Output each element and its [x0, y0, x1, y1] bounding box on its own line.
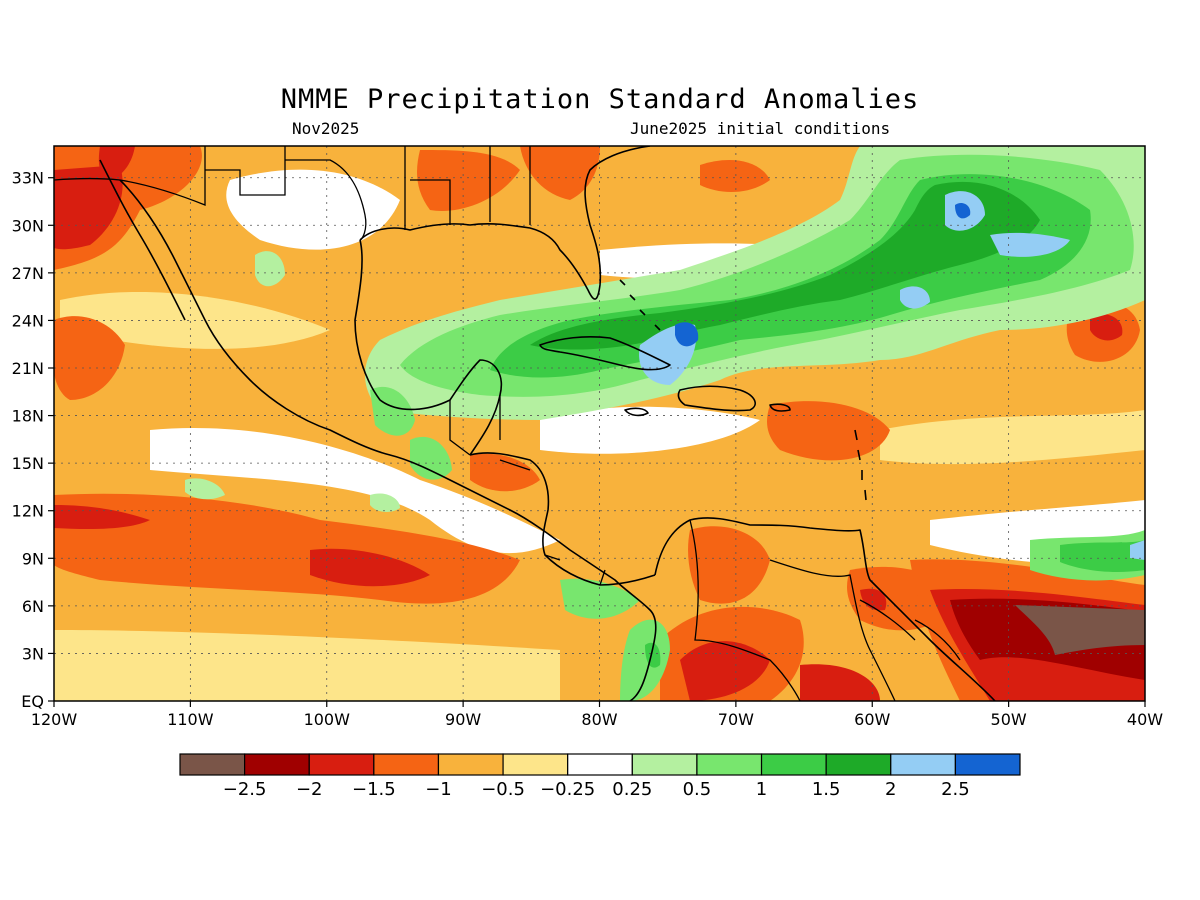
colorbar: [179, 753, 1021, 776]
colorbar-label: −2: [296, 779, 323, 800]
colorbar-swatch: [696, 753, 763, 776]
colorbar-swatch: [373, 753, 440, 776]
anomaly-field: [54, 146, 1145, 701]
colorbar-swatch: [567, 753, 633, 776]
lat-lon-grid: [54, 146, 1145, 701]
lat-label: 33N: [12, 169, 44, 188]
lat-label: 18N: [12, 407, 44, 426]
colorbar-swatch: [244, 753, 310, 776]
colorbar-label: −1.5: [352, 779, 396, 800]
colorbar-swatch: [502, 753, 569, 776]
colorbar-swatch: [631, 753, 698, 776]
lat-label: 3N: [22, 644, 44, 663]
lat-label: 6N: [22, 597, 44, 616]
colorbar-label: −2.5: [223, 779, 267, 800]
lon-label: 70W: [718, 710, 754, 729]
lat-label: 12N: [12, 502, 44, 521]
lat-label: 27N: [12, 264, 44, 283]
colorbar-label: −0.25: [540, 779, 595, 800]
lon-label: 50W: [991, 710, 1027, 729]
lat-label: 30N: [12, 216, 44, 235]
colorbar-swatch: [308, 753, 375, 776]
colorbar-swatch: [760, 753, 827, 776]
lon-label: 90W: [445, 710, 481, 729]
lat-label: EQ: [21, 692, 44, 711]
lon-label: 60W: [854, 710, 890, 729]
lon-label: 110W: [167, 710, 214, 729]
coastlines: [99, 146, 996, 701]
lat-label: 9N: [22, 549, 44, 568]
axis-ticks: [48, 177, 1146, 707]
colorbar-swatch: [437, 753, 504, 776]
colorbar-swatch: [954, 753, 1021, 776]
colorbar-label: 0.5: [683, 779, 712, 800]
colorbar-swatch: [179, 753, 246, 776]
lat-label: 21N: [12, 359, 44, 378]
colorbar-label: 1.5: [812, 779, 841, 800]
longitude-labels: 120W 110W 100W 90W 80W 70W 60W 50W 40W: [31, 710, 1163, 729]
colorbar-swatch: [890, 753, 956, 776]
colorbar-label: 2.5: [941, 779, 970, 800]
colorbar-label: 2: [885, 779, 896, 800]
colorbar-label: 0.25: [612, 779, 652, 800]
lat-label: 24N: [12, 311, 44, 330]
colorbar-labels: −2.5 −2 −1.5 −1 −0.5 −0.25 0.25 0.5 1 1.5 2 2.5: [223, 779, 970, 800]
forecast-month: Nov2025: [292, 119, 360, 138]
colorbar-label: −1: [425, 779, 452, 800]
latitude-labels: EQ 3N 6N 9N 12N 15N 18N 21N 24N 27N 30N 33N: [12, 169, 44, 711]
lon-label: 80W: [581, 710, 617, 729]
lon-label: 120W: [31, 710, 78, 729]
colorbar-swatch: [825, 753, 892, 776]
lat-label: 15N: [12, 454, 44, 473]
colorbar-label: −0.5: [481, 779, 525, 800]
lon-label: 100W: [304, 710, 351, 729]
initial-conditions: June2025 initial conditions: [630, 119, 891, 138]
lon-label: 40W: [1127, 710, 1163, 729]
colorbar-label: 1: [756, 779, 767, 800]
map-title: NMME Precipitation Standard Anomalies: [280, 84, 920, 115]
political-borders: [54, 146, 961, 701]
